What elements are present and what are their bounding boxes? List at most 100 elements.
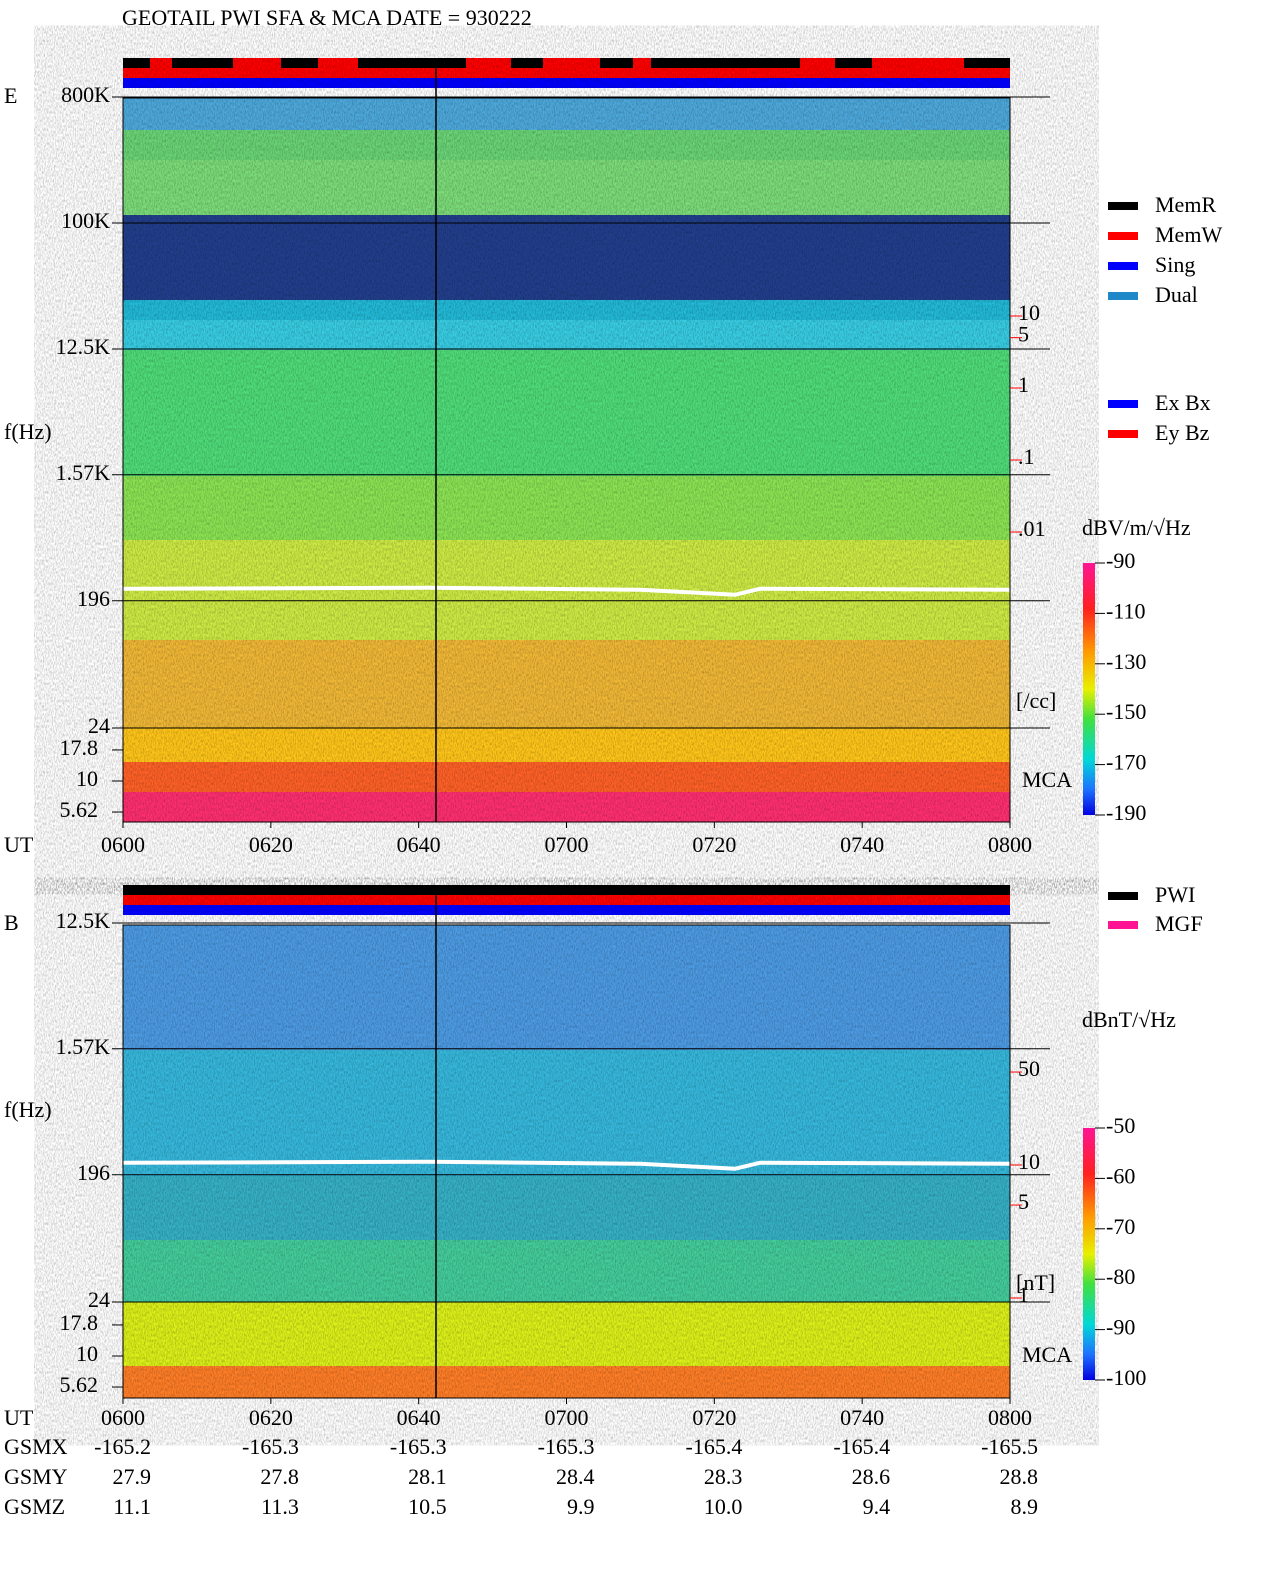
mca-tick-label: 17.8 [60, 1310, 99, 1335]
status-bar [123, 905, 1010, 915]
legend-swatch [1108, 262, 1138, 270]
legend-swatch [1108, 400, 1138, 408]
x-axis-label: UT [4, 1405, 34, 1430]
orbit-label: GSMX [4, 1434, 68, 1459]
x-tick-label: 0800 [988, 1405, 1032, 1430]
legend-label: MGF [1155, 911, 1203, 936]
y-tick-label: 12.5K [56, 334, 111, 359]
x-tick-label: 0800 [988, 832, 1032, 857]
colorbar-tick-label: -90 [1106, 1315, 1135, 1340]
plasma-line [122, 585, 1011, 597]
x-tick-label: 0600 [101, 832, 145, 857]
x-tick-label: 0700 [545, 832, 589, 857]
orbit-value: -165.3 [538, 1434, 595, 1459]
legend-swatch [1108, 892, 1138, 900]
mca-label: MCA [1022, 1342, 1072, 1367]
legend-label: PWI [1155, 882, 1195, 907]
y-tick-label: 24 [88, 1287, 110, 1312]
x-tick-label: 0720 [692, 1405, 736, 1430]
mca-tick-label: 10 [76, 766, 98, 791]
status-segment [318, 58, 358, 68]
orbit-value: -165.2 [94, 1434, 151, 1459]
y-tick-label: 800K [61, 82, 110, 107]
colorbar-tick-label: -170 [1106, 750, 1146, 775]
orbit-value: -165.3 [242, 1434, 299, 1459]
orbit-value: 8.9 [1011, 1494, 1039, 1519]
right-tick-label: .1 [1018, 444, 1035, 469]
colorbar-unit: dBV/m/√Hz [1082, 515, 1191, 540]
plasma-line [122, 1159, 1011, 1171]
y-tick-label: 24 [88, 713, 110, 738]
orbit-value: 28.4 [556, 1464, 595, 1489]
right-tick-label: 5 [1018, 322, 1029, 347]
right-tick-label: .01 [1018, 516, 1046, 541]
mca-tick-label: 5.62 [60, 1372, 99, 1397]
x-tick-label: 0600 [101, 1405, 145, 1430]
y-axis-label: f(Hz) [4, 419, 52, 444]
right-unit: [/cc] [1016, 688, 1056, 713]
orbit-value: 11.3 [261, 1494, 299, 1519]
colorbar-tick-label: -130 [1106, 649, 1146, 674]
colorbar-tick-label: -70 [1106, 1214, 1135, 1239]
legend-label: Ey Bz [1155, 420, 1210, 445]
y-tick-label: 196 [77, 586, 110, 611]
colorbar-tick-label: -50 [1106, 1113, 1135, 1138]
orbit-value: -165.5 [981, 1434, 1038, 1459]
status-segment [872, 58, 964, 68]
x-tick-label: 0700 [545, 1405, 589, 1430]
colorbar-tick-label: -80 [1106, 1264, 1135, 1289]
orbit-value: 28.3 [704, 1464, 743, 1489]
legend-label: Ex Bx [1155, 390, 1211, 415]
legend-swatch [1108, 232, 1138, 240]
component-label: E [4, 83, 17, 108]
x-tick-label: 0620 [249, 1405, 293, 1430]
orbit-value: 28.6 [852, 1464, 891, 1489]
right-unit: [nT] [1016, 1270, 1055, 1295]
colorbar-tick-label: -150 [1106, 699, 1146, 724]
status-segment [800, 58, 835, 68]
colorbar-unit: dBnT/√Hz [1082, 1007, 1176, 1032]
orbit-value: 9.4 [863, 1494, 891, 1519]
mca-tick-label: 10 [76, 1341, 98, 1366]
orbit-value: -165.4 [833, 1434, 890, 1459]
x-tick-label: 0640 [397, 832, 441, 857]
orbit-value: 28.1 [408, 1464, 447, 1489]
right-tick-label: 50 [1018, 1056, 1040, 1081]
y-tick-label: 12.5K [56, 908, 111, 933]
right-tick-label: 10 [1018, 1149, 1040, 1174]
colorbar-tick-label: -90 [1106, 548, 1135, 573]
mca-tick-label: 5.62 [60, 797, 99, 822]
colorbar-tick-label: -100 [1106, 1365, 1146, 1390]
spectrogram-noise [123, 98, 1010, 822]
right-tick-label: 1 [1018, 1282, 1029, 1307]
orbit-value: 10.5 [408, 1494, 447, 1519]
status-segment [633, 58, 651, 68]
y-tick-label: 196 [77, 1160, 110, 1185]
right-tick-label: 1 [1018, 372, 1029, 397]
y-tick-label: 1.57K [56, 1034, 111, 1059]
orbit-value: 9.9 [567, 1494, 595, 1519]
status-segment [233, 58, 281, 68]
colorbar-tick-label: -60 [1106, 1163, 1135, 1188]
orbit-label: GSMZ [4, 1494, 65, 1519]
orbit-value: -165.4 [686, 1434, 743, 1459]
legend-swatch [1108, 430, 1138, 438]
status-segment [466, 58, 511, 68]
x-tick-label: 0640 [397, 1405, 441, 1430]
status-bar [123, 78, 1010, 88]
right-tick-label: 5 [1018, 1189, 1029, 1214]
y-axis-label: f(Hz) [4, 1097, 52, 1122]
legend-swatch [1108, 921, 1138, 929]
x-tick-label: 0620 [249, 832, 293, 857]
orbit-label: GSMY [4, 1464, 68, 1489]
status-segment [543, 58, 600, 68]
legend-label: MemW [1155, 222, 1222, 247]
status-bar [123, 895, 1010, 905]
legend-label: MemR [1155, 192, 1216, 217]
legend-label: Sing [1155, 252, 1195, 277]
right-tick-label: 10 [1018, 300, 1040, 325]
colorbar [1083, 563, 1095, 815]
component-label: B [4, 910, 19, 935]
